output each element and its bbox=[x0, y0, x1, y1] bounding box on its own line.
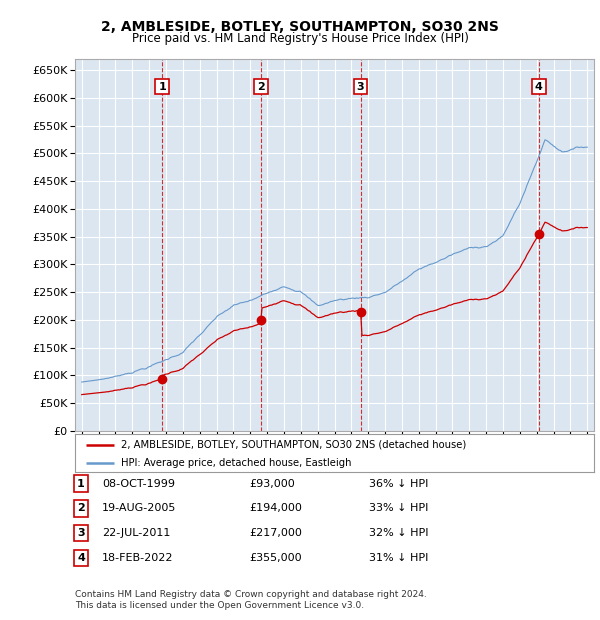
Text: 3: 3 bbox=[357, 82, 364, 92]
Text: 31% ↓ HPI: 31% ↓ HPI bbox=[369, 553, 428, 563]
Text: 1: 1 bbox=[77, 479, 85, 489]
Text: £194,000: £194,000 bbox=[249, 503, 302, 513]
Text: 33% ↓ HPI: 33% ↓ HPI bbox=[369, 503, 428, 513]
Text: 4: 4 bbox=[535, 82, 543, 92]
Text: Price paid vs. HM Land Registry's House Price Index (HPI): Price paid vs. HM Land Registry's House … bbox=[131, 32, 469, 45]
Text: 2: 2 bbox=[257, 82, 265, 92]
Text: £217,000: £217,000 bbox=[249, 528, 302, 538]
Text: 08-OCT-1999: 08-OCT-1999 bbox=[102, 479, 175, 489]
Text: 4: 4 bbox=[77, 553, 85, 563]
Text: 3: 3 bbox=[77, 528, 85, 538]
Text: 1: 1 bbox=[158, 82, 166, 92]
Text: 36% ↓ HPI: 36% ↓ HPI bbox=[369, 479, 428, 489]
Text: 19-AUG-2005: 19-AUG-2005 bbox=[102, 503, 176, 513]
Text: 2: 2 bbox=[77, 503, 85, 513]
Text: HPI: Average price, detached house, Eastleigh: HPI: Average price, detached house, East… bbox=[121, 458, 351, 468]
Text: 18-FEB-2022: 18-FEB-2022 bbox=[102, 553, 173, 563]
Text: 2, AMBLESIDE, BOTLEY, SOUTHAMPTON, SO30 2NS: 2, AMBLESIDE, BOTLEY, SOUTHAMPTON, SO30 … bbox=[101, 20, 499, 34]
Text: 32% ↓ HPI: 32% ↓ HPI bbox=[369, 528, 428, 538]
Text: £93,000: £93,000 bbox=[249, 479, 295, 489]
Text: Contains HM Land Registry data © Crown copyright and database right 2024.
This d: Contains HM Land Registry data © Crown c… bbox=[75, 590, 427, 609]
Text: 2, AMBLESIDE, BOTLEY, SOUTHAMPTON, SO30 2NS (detached house): 2, AMBLESIDE, BOTLEY, SOUTHAMPTON, SO30 … bbox=[121, 440, 466, 450]
Text: 22-JUL-2011: 22-JUL-2011 bbox=[102, 528, 170, 538]
Text: £355,000: £355,000 bbox=[249, 553, 302, 563]
